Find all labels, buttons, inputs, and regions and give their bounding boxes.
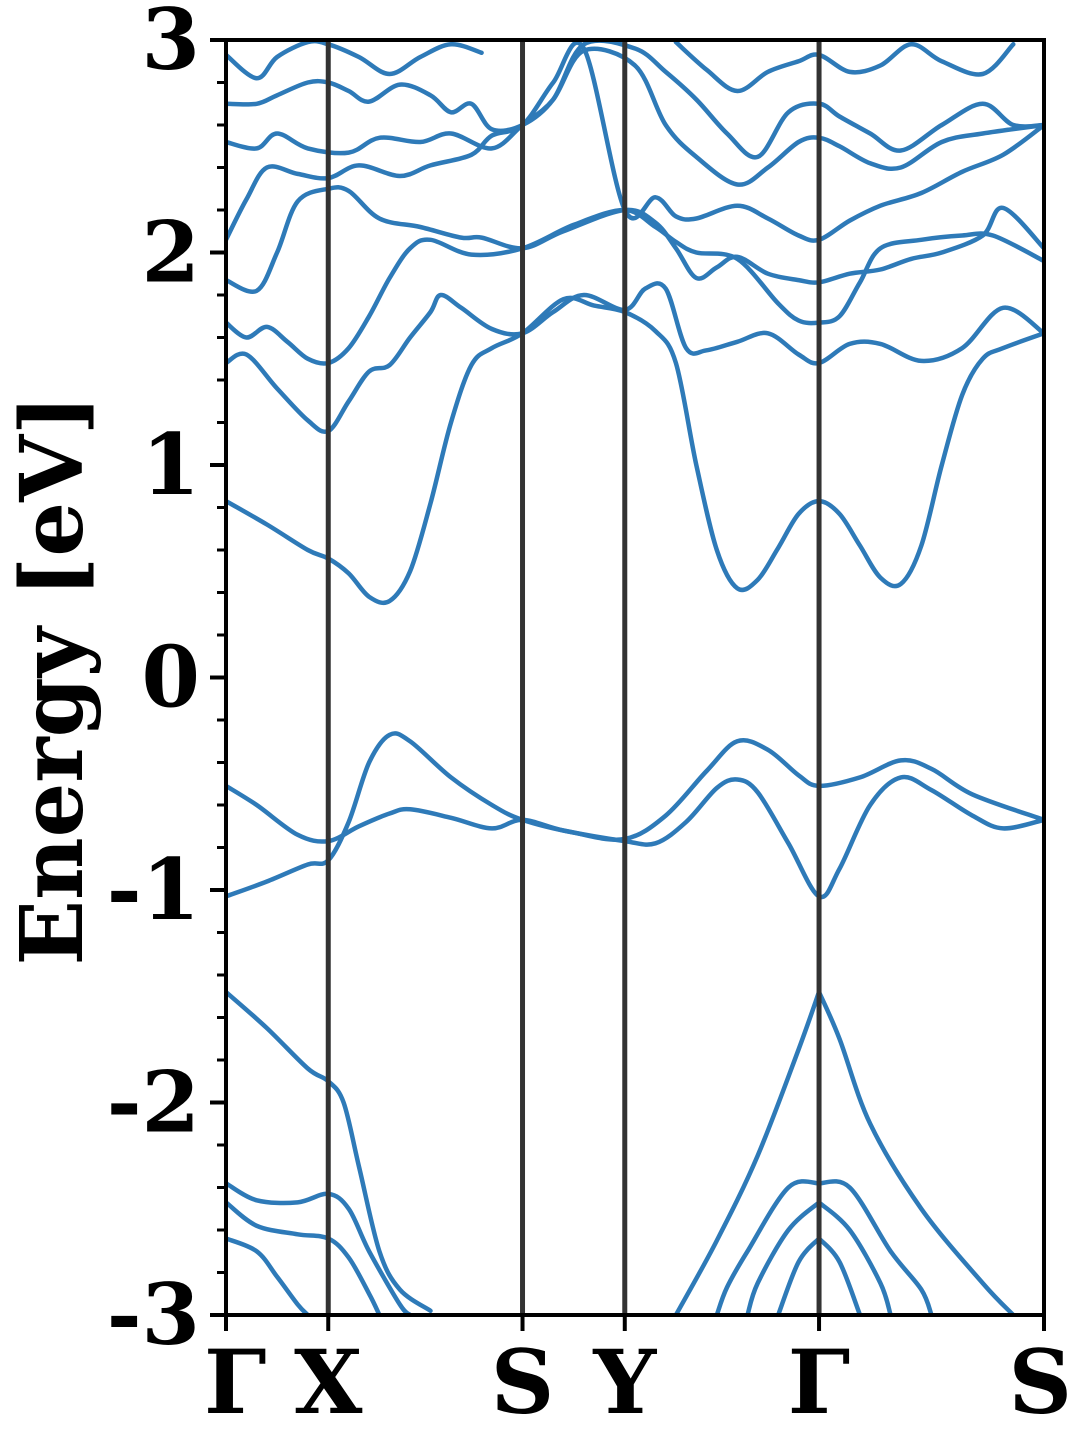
kpoint-dividers: [325, 40, 822, 1315]
y-tick-label: -1: [107, 840, 200, 939]
band-line-2: [226, 774, 1044, 900]
band-line-22: [775, 1236, 822, 1315]
band-line-18: [714, 1179, 822, 1315]
band-lines: [226, 40, 1044, 1315]
band-line-9: [226, 40, 1044, 160]
y-axis-ticks: -3 -2 -1 0 1 2 3: [107, 0, 226, 1364]
y-tick-label: -3: [107, 1265, 200, 1364]
band-line-17: [816, 989, 1016, 1315]
band-line-13: [226, 1181, 413, 1315]
band-line-5: [226, 207, 1044, 366]
band-line-12: [226, 989, 433, 1314]
band-line-11: [673, 40, 1016, 94]
x-tick-label: S: [491, 1330, 555, 1434]
band-line-7: [226, 40, 1044, 243]
band-line-16: [673, 989, 822, 1315]
band-line-3: [226, 731, 1044, 899]
y-tick-label: 0: [142, 628, 200, 727]
band-line-1: [226, 295, 1044, 606]
x-tick-label: Γ: [788, 1330, 850, 1434]
band-line-20: [745, 1200, 822, 1315]
y-tick-label: -2: [107, 1053, 200, 1152]
band-line-8: [226, 46, 1044, 187]
y-tick-label: 3: [142, 0, 200, 89]
band-line-10: [226, 40, 484, 81]
band-line-4: [226, 281, 1044, 435]
x-tick-label: Γ: [204, 1330, 266, 1434]
band-line-21: [816, 1200, 893, 1315]
x-tick-label: Y: [592, 1330, 657, 1434]
band-line-6: [226, 185, 1044, 294]
y-axis-label: Energy [eV]: [2, 395, 103, 966]
x-tick-label: X: [294, 1330, 363, 1434]
y-tick-label: 1: [142, 415, 200, 514]
band-line-15: [226, 1236, 311, 1315]
x-tick-label: S: [1008, 1330, 1072, 1434]
y-tick-label: 2: [142, 203, 200, 302]
band-line-19: [816, 1179, 934, 1315]
band-line-23: [816, 1236, 863, 1315]
